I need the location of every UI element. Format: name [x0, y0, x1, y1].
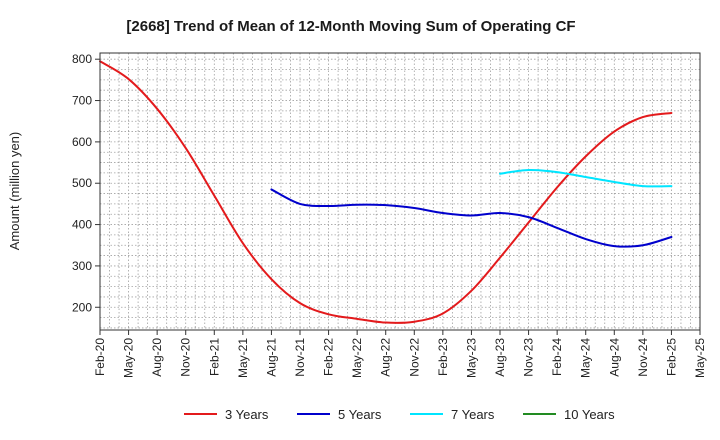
x-tick-label: Feb-24: [550, 338, 564, 376]
x-tick-label: Feb-20: [93, 338, 107, 376]
y-tick-label: 200: [72, 300, 92, 314]
x-tick-label: May-24: [579, 338, 593, 378]
x-tick-label: Aug-22: [379, 338, 393, 377]
x-tick-label: May-21: [236, 338, 250, 378]
y-tick-label: 800: [72, 52, 92, 66]
x-tick-label: Aug-21: [264, 338, 278, 377]
y-tick-label: 400: [72, 218, 92, 232]
x-tick-labels: Feb-20 May-20 Aug-20 Nov-20 Feb-21 May-21 Aug-…: [93, 330, 707, 378]
series-line-7-years: [499, 168, 673, 188]
x-tick-label: Nov-21: [293, 338, 307, 377]
x-tick-label: Feb-21: [207, 338, 221, 376]
x-tick-label: Nov-24: [636, 338, 650, 377]
y-tick-label: 700: [72, 94, 92, 108]
x-tick-label: Nov-20: [179, 338, 193, 377]
legend: 3 Years 5 Years 7 Years 10 Years: [184, 407, 615, 422]
legend-label: 3 Years: [225, 407, 269, 422]
x-tick-label: Feb-25: [664, 338, 678, 376]
chart-title: [2668] Trend of Mean of 12-Month Moving …: [126, 18, 575, 35]
x-tick-label: May-25: [693, 338, 707, 378]
y-axis-label: Amount (million yen): [7, 132, 22, 251]
x-tick-label: Aug-23: [493, 338, 507, 377]
y-tick-label: 600: [72, 135, 92, 149]
axes: [99, 52, 701, 331]
x-tick-label: May-22: [350, 338, 364, 378]
legend-label: 5 Years: [338, 407, 382, 422]
series-line-3-years: [99, 60, 673, 324]
x-tick-label: Nov-23: [522, 338, 536, 377]
series-lines: [99, 60, 673, 324]
grid-lines: [99, 53, 701, 330]
y-tick-label: 300: [72, 259, 92, 273]
x-tick-label: Aug-20: [150, 338, 164, 377]
x-tick-label: Feb-23: [436, 338, 450, 376]
y-tick-labels: 200 300 400 500 600 700 800: [72, 52, 100, 314]
x-tick-label: Nov-22: [407, 338, 421, 377]
x-tick-label: Aug-24: [607, 338, 621, 377]
y-tick-label: 500: [72, 176, 92, 190]
x-tick-label: Feb-22: [322, 338, 336, 376]
x-tick-label: May-20: [122, 338, 136, 378]
plot-area: [100, 53, 700, 330]
x-tick-label: May-23: [464, 338, 478, 378]
plot-frame: [99, 52, 701, 331]
legend-label: 7 Years: [451, 407, 495, 422]
legend-label: 10 Years: [564, 407, 615, 422]
series-line-5-years: [270, 188, 673, 248]
